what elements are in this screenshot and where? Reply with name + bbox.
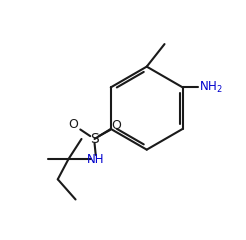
Text: NH: NH xyxy=(87,153,105,166)
Text: NH$_2$: NH$_2$ xyxy=(199,80,223,95)
Text: S: S xyxy=(90,132,99,146)
Text: O: O xyxy=(68,118,78,131)
Text: O: O xyxy=(111,119,121,132)
